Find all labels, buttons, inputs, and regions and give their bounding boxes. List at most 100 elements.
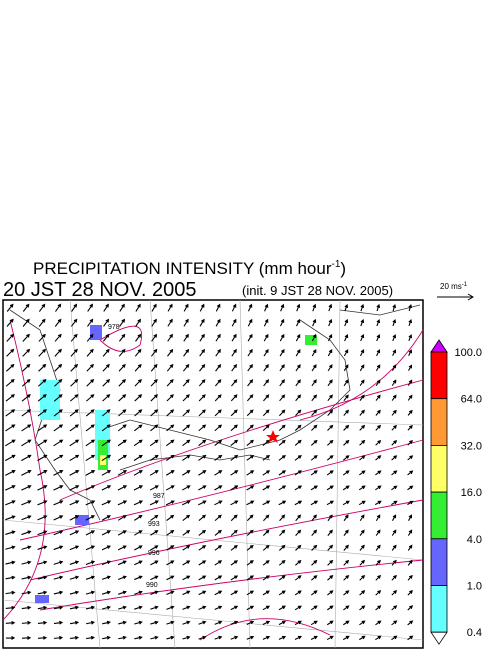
wind-arrow — [278, 560, 286, 566]
wind-arrow — [295, 364, 301, 372]
wind-arrow — [6, 303, 14, 312]
wind-arrow — [102, 348, 110, 357]
wind-arrow — [69, 500, 80, 506]
wind-arrow — [166, 363, 174, 372]
wind-arrow — [392, 319, 397, 327]
wind-arrow — [86, 394, 95, 402]
wind-arrow — [407, 470, 414, 476]
colorbar-label: 100.0 — [454, 347, 482, 359]
wind-arrow — [151, 303, 157, 312]
wind-arrow — [359, 574, 366, 581]
wind-arrow — [21, 439, 32, 447]
wind-arrow — [102, 379, 111, 387]
wind-arrow — [150, 379, 158, 387]
wind-arrow — [133, 500, 144, 506]
wind-arrow — [391, 470, 398, 476]
wind-arrow — [198, 409, 206, 417]
wind-arrow — [246, 470, 255, 476]
wind-arrow — [376, 303, 381, 312]
wind-arrow — [150, 560, 159, 566]
wind-arrow — [295, 529, 302, 536]
wind-arrow — [279, 348, 285, 357]
wind-arrow — [343, 424, 350, 431]
wind-arrow — [327, 590, 334, 596]
wind-arrow — [118, 590, 127, 595]
wind-arrow — [230, 500, 239, 506]
wind-arrow — [150, 514, 159, 521]
wind-arrow — [165, 454, 175, 461]
wind-arrow — [21, 530, 32, 536]
wind-arrow — [5, 485, 16, 491]
wind-arrow — [327, 529, 333, 536]
wind-arrow — [54, 333, 62, 342]
wind-arrow — [278, 409, 286, 417]
wind-arrow — [198, 379, 206, 387]
wind-arrow — [231, 303, 237, 312]
wind-arrow — [53, 500, 64, 506]
wind-arrow — [246, 590, 255, 596]
wind-arrow — [5, 575, 16, 580]
wind-arrow — [246, 485, 255, 491]
wind-arrow — [166, 439, 175, 447]
wind-arrow — [21, 635, 32, 640]
wind-arrow — [5, 378, 15, 387]
wind-arrow — [262, 529, 270, 536]
wind-arrow — [134, 545, 143, 551]
wind-arrow — [117, 560, 127, 566]
wind-arrow — [391, 544, 397, 551]
wind-arrow — [247, 348, 253, 357]
wind-arrow — [214, 514, 222, 522]
wind-arrow — [166, 514, 175, 521]
wind-arrow — [343, 349, 349, 357]
wind-arrow — [312, 318, 317, 327]
wind-arrow — [375, 559, 381, 566]
wind-arrow — [214, 529, 222, 536]
wind-arrow — [408, 349, 413, 356]
title-main: PRECIPITATION INTENSITY (mm hour — [33, 259, 332, 278]
wind-arrow — [375, 455, 382, 461]
wind-arrow — [21, 590, 32, 595]
isobar-label: 978 — [108, 324, 120, 331]
wind-arrow — [359, 439, 366, 446]
wind-arrow — [246, 394, 254, 402]
wind-arrow — [37, 575, 48, 580]
wind-arrow — [407, 440, 413, 446]
wind-arrow — [134, 394, 143, 402]
wind-arrow — [85, 560, 96, 566]
wind-arrow — [215, 363, 222, 372]
wind-arrow — [69, 470, 80, 476]
wind-arrow — [343, 379, 349, 387]
wind-arrow — [327, 394, 333, 402]
wind-arrow — [198, 394, 206, 402]
wind-arrow — [310, 485, 318, 491]
wind-arrow — [311, 409, 318, 417]
wind-arrow — [294, 575, 302, 581]
wind-arrow — [343, 559, 350, 566]
wind-arrow — [53, 394, 63, 402]
wind-arrow — [53, 530, 64, 536]
wind-arrow — [198, 454, 207, 461]
wind-arrow — [85, 500, 96, 506]
wind-arrow — [87, 318, 94, 327]
wind-arrow — [263, 379, 270, 387]
wind-arrow — [343, 364, 349, 372]
wind-arrow — [182, 620, 191, 625]
wind-arrow — [262, 544, 270, 551]
wind-arrow — [182, 605, 191, 610]
wind-arrow — [360, 318, 365, 327]
wind-arrow — [21, 394, 31, 402]
wind-arrow — [5, 590, 16, 595]
wind-arrow — [294, 590, 302, 596]
wind-arrow — [101, 560, 111, 566]
wind-arrow — [359, 455, 366, 461]
wind-arrow — [5, 454, 16, 462]
wind-arrow — [182, 485, 191, 491]
wind-arrow — [407, 394, 413, 401]
wind-arrow — [214, 500, 223, 506]
wind-arrow — [391, 455, 398, 461]
wind-arrow — [375, 470, 382, 476]
wind-arrow — [69, 439, 80, 447]
wind-arrow — [230, 470, 239, 476]
wind-arrow — [359, 559, 365, 566]
wind-arrow — [21, 575, 32, 580]
